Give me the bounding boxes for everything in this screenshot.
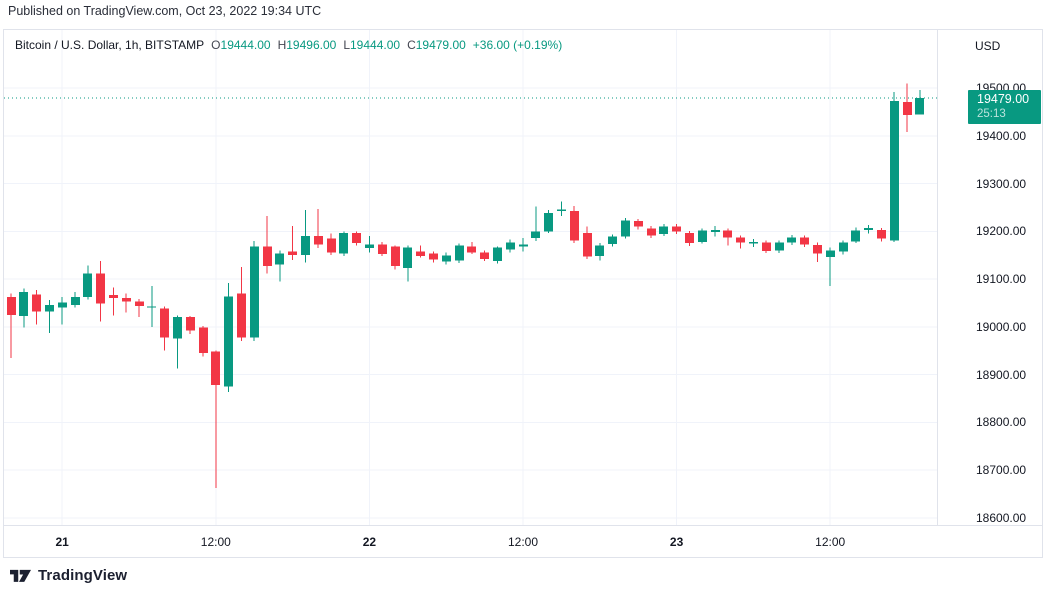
ohlc-high-value: 19496.00 — [286, 38, 337, 52]
currency-label: USD — [975, 39, 1001, 53]
price-tick-label: 19200.00 — [976, 224, 1027, 239]
time-tick-label: 12:00 — [200, 535, 231, 549]
price-tick-label: 19400.00 — [976, 128, 1027, 143]
price-tick-label: 19100.00 — [976, 272, 1027, 286]
ohlc-high-label: H — [277, 38, 287, 52]
ohlc-open-value: 19444.00 — [220, 38, 271, 52]
published-caption: Published on TradingView.com, Oct 23, 20… — [8, 4, 322, 18]
last-price-value: 19479.00 — [977, 92, 1030, 107]
last-price-label: 19479.00 25:13 — [968, 90, 1041, 125]
tradingview-logo-icon[interactable] — [10, 568, 31, 583]
chart-frame: Bitcoin / U.S. Dollar, 1h, BITSTAMP O194… — [3, 29, 1043, 558]
price-tick-label: 19300.00 — [976, 176, 1027, 191]
time-tick-label: 12:00 — [815, 535, 846, 549]
ohlc-close-label: C — [407, 38, 416, 52]
ohlc-close: C19479.00 — [407, 38, 466, 52]
ohlc-low-label: L — [343, 38, 350, 52]
price-tick-label: 18800.00 — [976, 415, 1027, 430]
price-tick-label: 18700.00 — [976, 463, 1027, 477]
price-axis[interactable]: 19500.00 19400.00 19300.00 19200.00 19100.00… — [937, 30, 1043, 525]
ohlc-low-value: 19444.00 — [350, 38, 401, 52]
bar-countdown: 25:13 — [977, 108, 1006, 121]
time-axis[interactable]: 21 12:00 22 12:00 23 12:00 — [4, 525, 1042, 557]
time-tick-label: 23 — [669, 535, 684, 549]
candlestick-chart-canvas[interactable] — [4, 30, 937, 525]
price-tick-label: 18600.00 — [976, 510, 1027, 525]
price-tick-label: 18900.00 — [976, 367, 1027, 382]
ohlc-close-value: 19479.00 — [415, 38, 466, 52]
time-tick-label: 21 — [55, 535, 69, 549]
ohlc-high: H19496.00 — [278, 38, 337, 52]
footer: TradingView — [10, 567, 127, 584]
change-value: +36.00 (+0.19%) — [472, 38, 563, 52]
ohlc-low: L19444.00 — [343, 38, 400, 52]
tradingview-brand-text[interactable]: TradingView — [38, 567, 128, 584]
time-tick-label: 22 — [362, 535, 377, 549]
ohlc-open: O19444.00 — [211, 38, 270, 52]
ohlc-open-label: O — [211, 38, 221, 52]
candlestick-svg — [4, 30, 937, 525]
symbol-title: Bitcoin / U.S. Dollar, 1h, BITSTAMP — [15, 38, 205, 52]
time-tick-label: 12:00 — [507, 535, 539, 549]
price-tick-label: 19000.00 — [976, 319, 1027, 334]
chart-legend: Bitcoin / U.S. Dollar, 1h, BITSTAMP O194… — [15, 38, 562, 52]
